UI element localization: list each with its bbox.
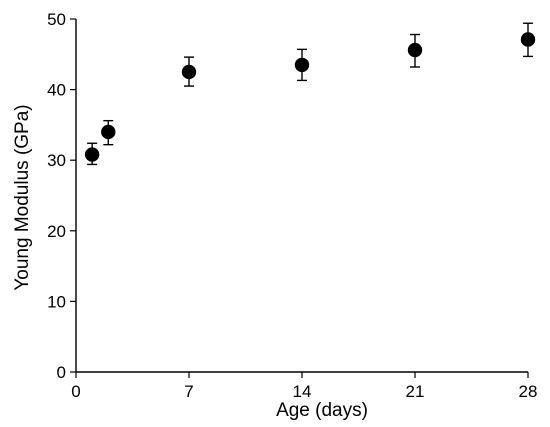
data-point — [294, 57, 310, 73]
data-point — [181, 64, 197, 80]
data-point-group — [84, 142, 100, 166]
data-point-group — [520, 22, 536, 58]
data-point — [520, 32, 536, 47]
x-tick-label: 28 — [519, 382, 538, 401]
y-tick-label: 40 — [47, 81, 66, 100]
y-axis-title: Young Modulus (GPa) — [12, 104, 33, 290]
x-tick-label: 0 — [71, 382, 80, 401]
data-point — [101, 124, 116, 140]
y-tick-label: 10 — [47, 292, 66, 311]
data-point-group — [407, 33, 423, 68]
data-points — [84, 22, 536, 166]
data-point-group — [101, 119, 116, 146]
data-point — [407, 42, 423, 58]
y-tick-label: 20 — [47, 222, 66, 241]
data-point-group — [181, 56, 197, 87]
x-tick-label: 21 — [406, 382, 425, 401]
x-tick-label: 14 — [293, 382, 312, 401]
x-tick-label: 7 — [184, 382, 193, 401]
x-axis-title: Age (days) — [276, 400, 368, 421]
y-axis-ticks: 0 10 20 30 40 50 — [47, 10, 76, 382]
y-tick-label: 50 — [47, 10, 66, 29]
data-point-group — [294, 48, 310, 82]
y-tick-label: 0 — [57, 363, 66, 382]
data-point — [84, 147, 100, 162]
x-axis-ticks: 0 7 14 21 28 — [71, 372, 537, 401]
y-tick-label: 30 — [47, 151, 66, 170]
